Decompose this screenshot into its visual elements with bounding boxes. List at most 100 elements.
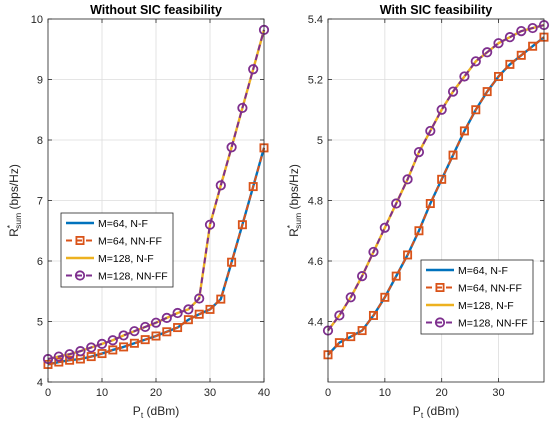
data-point — [215, 180, 226, 191]
x-tick-label: 20 — [436, 387, 448, 399]
data-point — [482, 87, 492, 97]
series-line — [327, 36, 545, 356]
data-point — [162, 327, 172, 337]
y-tick-label: 4.6 — [308, 256, 323, 268]
y-axis-label-subscript: sum — [13, 213, 23, 229]
data-point — [53, 351, 64, 362]
data-point — [96, 338, 108, 349]
data-point — [447, 86, 459, 97]
legend: M=64, N-F M=64, NN-FF M=128, N-F M=128, NN-… — [420, 259, 534, 335]
x-tick-label: 10 — [96, 387, 108, 399]
data-point — [380, 292, 390, 302]
data-point — [413, 147, 425, 158]
data-point — [150, 317, 162, 328]
x-axis-label-subscript: t — [141, 410, 144, 420]
data-point — [140, 335, 150, 345]
legend-marker — [434, 317, 446, 328]
data-point — [436, 104, 447, 115]
data-point — [237, 102, 248, 114]
legend-label: M=64, N-F — [458, 265, 508, 277]
y-tick-label: 10 — [31, 14, 43, 26]
data-point — [108, 345, 118, 355]
series-2 — [323, 32, 549, 360]
data-point — [334, 338, 344, 348]
data-point — [140, 321, 151, 333]
legend-label: M=64, NN-FF — [98, 236, 162, 248]
data-point — [494, 71, 504, 81]
legend-entry: M=64, N-F — [426, 265, 508, 277]
data-point — [194, 293, 205, 304]
data-point — [402, 174, 413, 185]
legend-entry: M=128, NN-FF — [66, 270, 168, 283]
data-point — [379, 222, 390, 233]
series-line — [47, 147, 265, 366]
legend: M=64, N-F M=64, NN-FF M=128, N-F M=128, NN-… — [60, 212, 174, 288]
data-point — [248, 182, 258, 192]
legend-label: M=64, N-F — [98, 218, 148, 230]
x-tick-label: 0 — [325, 387, 331, 399]
data-point — [334, 310, 345, 321]
x-axis-label-unit: (dBm) — [423, 404, 459, 418]
y-axis-label: R*sum (bps/Hz) — [5, 164, 23, 237]
data-point — [471, 105, 481, 115]
legend-label: M=128, NN-FF — [98, 271, 168, 283]
y-axis-label: R*sum (bps/Hz) — [285, 164, 303, 237]
data-point — [470, 56, 481, 67]
legend-entry: M=64, N-F — [66, 218, 148, 230]
data-point — [226, 142, 237, 153]
data-point — [183, 304, 194, 315]
chart-title: With SIC feasibility — [380, 3, 492, 17]
data-point — [516, 26, 527, 37]
y-tick-label: 8 — [37, 135, 43, 147]
y-tick-label: 4 — [37, 377, 43, 389]
data-point — [505, 59, 515, 69]
x-axis-label-unit: (dBm) — [143, 404, 179, 418]
legend-entry: M=128, N-F — [426, 300, 514, 312]
legend-marker — [75, 235, 85, 245]
data-point — [107, 335, 118, 346]
x-tick-label: 10 — [379, 387, 391, 399]
data-point — [345, 292, 356, 303]
data-point — [75, 346, 86, 357]
data-point — [248, 64, 259, 75]
y-tick-label: 5.2 — [308, 75, 323, 87]
data-point — [391, 198, 402, 209]
data-point — [119, 342, 129, 352]
data-point — [528, 41, 538, 51]
data-point — [448, 150, 458, 160]
x-axis-label: Pt (dBm) — [133, 404, 179, 420]
data-point — [357, 271, 368, 282]
data-point — [173, 323, 183, 333]
data-point — [346, 332, 356, 342]
data-point — [516, 50, 526, 60]
y-axis-label-main: R — [7, 228, 21, 237]
data-point — [368, 246, 379, 258]
data-point — [86, 352, 96, 362]
data-point — [86, 342, 97, 353]
x-axis-label: Pt (dBm) — [413, 404, 459, 420]
y-axis-label-superscript: * — [285, 224, 295, 228]
x-tick-label: 40 — [258, 387, 270, 399]
data-point — [97, 349, 107, 359]
legend-label: M=128, N-F — [98, 253, 154, 265]
legend-label: M=128, NN-FF — [458, 318, 528, 330]
data-point — [129, 338, 139, 348]
data-point — [161, 312, 172, 323]
data-point — [504, 32, 515, 43]
y-axis-label-unit: (bps/Hz) — [287, 164, 301, 213]
data-point — [237, 220, 247, 230]
legend-label: M=64, NN-FF — [458, 283, 522, 295]
data-point — [482, 47, 493, 58]
data-point — [118, 330, 129, 341]
chart-title: Without SIC feasibility — [90, 3, 222, 17]
x-tick-label: 0 — [45, 387, 51, 399]
data-point — [437, 174, 447, 184]
data-point — [54, 357, 64, 367]
legend-entry: M=64, NN-FF — [426, 283, 522, 295]
data-point — [65, 355, 75, 365]
x-axis-label-main: P — [133, 404, 141, 418]
x-axis-label-main: P — [413, 404, 421, 418]
x-tick-label: 20 — [150, 387, 162, 399]
y-tick-label: 7 — [37, 196, 43, 208]
y-axis-label-subscript: sum — [293, 213, 303, 229]
